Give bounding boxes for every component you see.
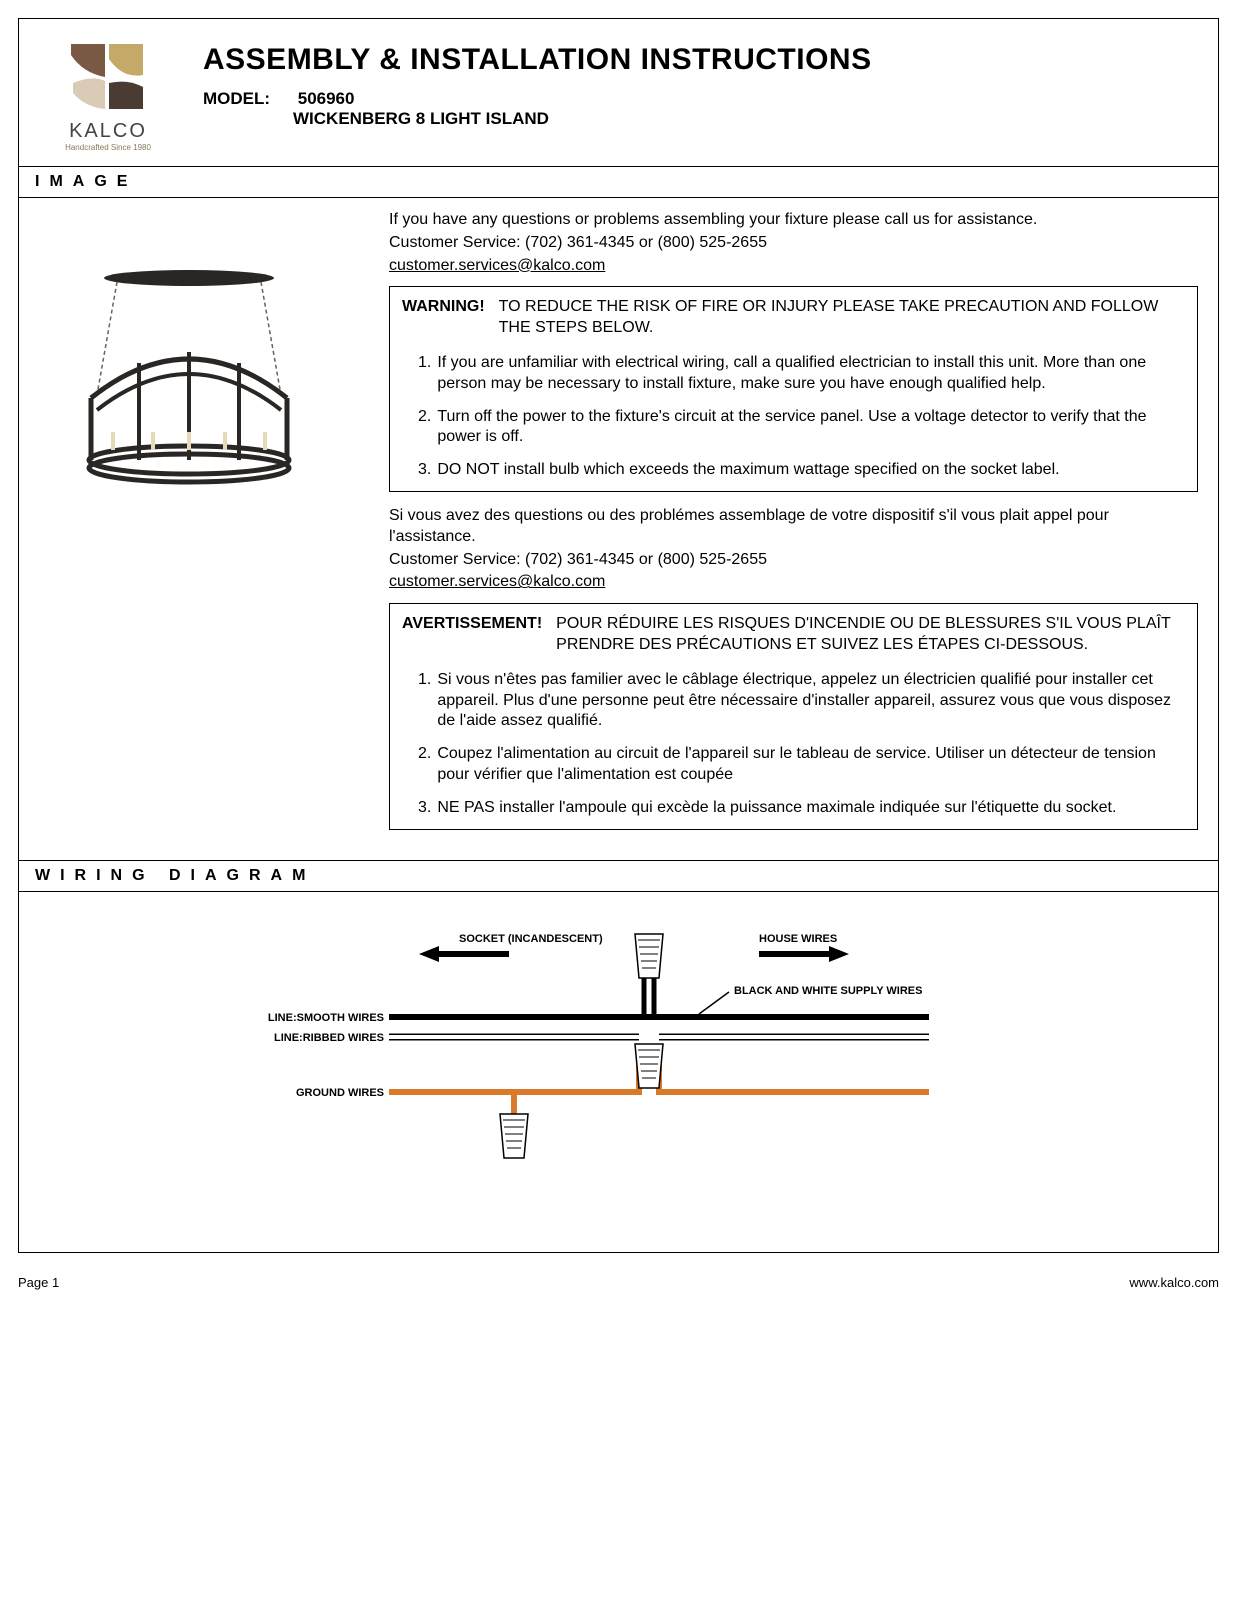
warning-french: AVERTISSEMENT! POUR RÉDUIRE LES RISQUES … — [389, 603, 1198, 829]
warn-fr-item-1: Si vous n'êtes pas familier avec le câbl… — [437, 670, 1185, 732]
section-image-label: IMAGE — [19, 166, 1218, 198]
assist-en-line1: If you have any questions or problems as… — [389, 210, 1198, 231]
assist-fr-email: customer.services@kalco.com — [389, 572, 1198, 593]
warn-en-heading: TO REDUCE THE RISK OF FIRE OR INJURY PLE… — [499, 297, 1185, 339]
brand-logo: KALCO Handcrafted Since 1980 — [43, 39, 173, 152]
wiring-label-ribbed: LINE:RIBBED WIRES — [274, 1032, 384, 1044]
warning-english: WARNING! TO REDUCE THE RISK OF FIRE OR I… — [389, 286, 1198, 492]
assist-fr-line1: Si vous avez des questions ou des problé… — [389, 506, 1198, 548]
model-label: MODEL: — [203, 89, 293, 109]
assist-en-line2: Customer Service: (702) 361-4345 or (800… — [389, 233, 1198, 254]
header: KALCO Handcrafted Since 1980 ASSEMBLY & … — [19, 19, 1218, 166]
section-wiring-label: WIRING DIAGRAM — [19, 860, 1218, 892]
wiring-label-ground: GROUND WIRES — [296, 1087, 384, 1099]
warn-en-item-2: Turn off the power to the fixture's circ… — [437, 407, 1185, 449]
warn-fr-item-2: Coupez l'alimentation au circuit de l'ap… — [437, 744, 1185, 786]
brand-tagline: Handcrafted Since 1980 — [43, 143, 173, 152]
wiring-label-house: HOUSE WIRES — [759, 933, 837, 945]
product-image — [39, 210, 379, 844]
wiring-label-supply: BLACK AND WHITE SUPPLY WIRES — [734, 985, 922, 997]
assist-french: Si vous avez des questions ou des problé… — [389, 506, 1198, 593]
wiring-label-socket: SOCKET (INCANDESCENT) — [459, 933, 603, 945]
wiring-diagram: SOCKET (INCANDESCENT) HOUSE WIRES BLACK … — [19, 892, 1218, 1252]
brand-name: KALCO — [43, 120, 173, 143]
assist-en-email: customer.services@kalco.com — [389, 256, 1198, 277]
warn-en-item-1: If you are unfamiliar with electrical wi… — [437, 353, 1185, 395]
assist-english: If you have any questions or problems as… — [389, 210, 1198, 276]
warn-fr-item-3: NE PAS installer l'ampoule qui excède la… — [437, 798, 1116, 819]
warn-en-label: WARNING! — [402, 297, 485, 339]
warn-fr-heading: POUR RÉDUIRE LES RISQUES D'INCENDIE OU D… — [556, 614, 1185, 656]
warn-fr-label: AVERTISSEMENT! — [402, 614, 542, 656]
page-title: ASSEMBLY & INSTALLATION INSTRUCTIONS — [203, 43, 1194, 77]
wiring-label-smooth: LINE:SMOOTH WIRES — [267, 1012, 383, 1024]
assist-fr-line2: Customer Service: (702) 361-4345 or (800… — [389, 550, 1198, 571]
footer-page: Page 1 — [18, 1275, 59, 1290]
model-description: WICKENBERG 8 LIGHT ISLAND — [293, 109, 1194, 129]
footer: Page 1 www.kalco.com — [0, 1271, 1237, 1294]
model-number: 506960 — [298, 89, 355, 108]
logo-icon — [63, 39, 153, 114]
footer-url: www.kalco.com — [1129, 1275, 1219, 1290]
warn-en-item-3: DO NOT install bulb which exceeds the ma… — [437, 460, 1059, 481]
